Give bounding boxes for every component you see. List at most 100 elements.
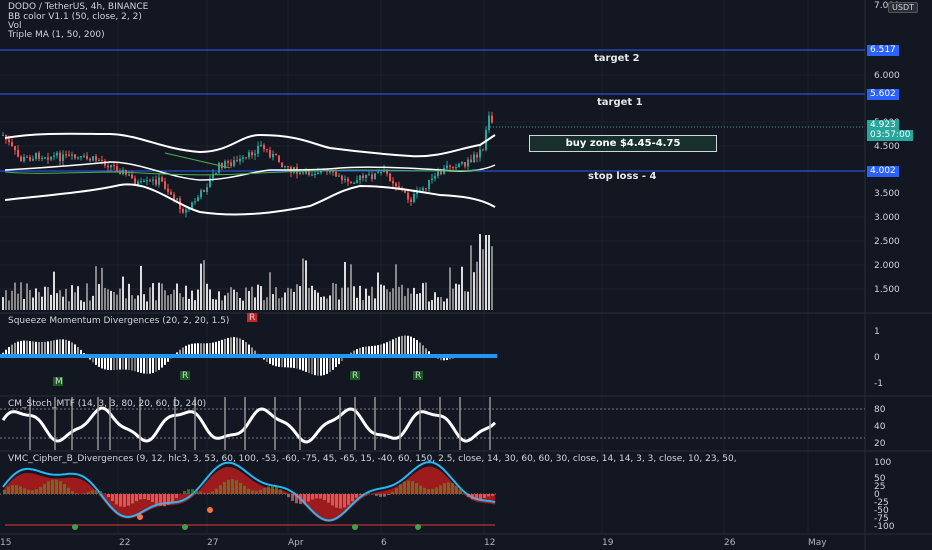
squeeze-bar[interactable] bbox=[275, 356, 277, 367]
candle-body[interactable] bbox=[191, 202, 193, 208]
candle-body[interactable] bbox=[128, 174, 130, 176]
vmc-histogram-bar[interactable] bbox=[123, 494, 126, 507]
vmc-histogram-bar[interactable] bbox=[67, 487, 70, 494]
squeeze-bar[interactable] bbox=[242, 339, 244, 356]
vmc-histogram-bar[interactable] bbox=[219, 485, 222, 494]
bb-basis[interactable] bbox=[4, 161, 496, 181]
squeeze-bar[interactable] bbox=[383, 343, 385, 356]
stoch-panel-title[interactable]: CM_Stoch_MTF (14, 3, 3, 80, 20, 60, D, 2… bbox=[8, 399, 207, 409]
vmc-histogram-bar[interactable] bbox=[463, 493, 466, 494]
squeeze-bar[interactable] bbox=[215, 341, 217, 356]
candle-body[interactable] bbox=[314, 173, 316, 175]
vmc-histogram-bar[interactable] bbox=[487, 494, 490, 497]
candle-body[interactable] bbox=[26, 156, 28, 158]
squeeze-bar[interactable] bbox=[29, 340, 31, 356]
vmc-histogram-bar[interactable] bbox=[7, 486, 10, 494]
vmc-histogram-bar[interactable] bbox=[331, 494, 334, 506]
squeeze-bar[interactable] bbox=[26, 340, 28, 356]
squeeze-bar[interactable] bbox=[221, 339, 223, 356]
candle-body[interactable] bbox=[455, 167, 457, 169]
candle-body[interactable] bbox=[353, 182, 355, 184]
vmc-histogram-bar[interactable] bbox=[31, 490, 34, 494]
squeeze-bar[interactable] bbox=[335, 356, 337, 368]
candle-body[interactable] bbox=[68, 154, 70, 156]
squeeze-bar[interactable] bbox=[74, 344, 76, 356]
vmc-histogram-bar[interactable] bbox=[43, 484, 46, 494]
squeeze-bar[interactable] bbox=[227, 337, 229, 356]
candle-body[interactable] bbox=[410, 199, 412, 202]
vmc-histogram-bar[interactable] bbox=[411, 481, 414, 494]
squeeze-bar[interactable] bbox=[140, 356, 142, 373]
vmc-histogram-bar[interactable] bbox=[319, 494, 322, 499]
candle-body[interactable] bbox=[365, 174, 367, 178]
squeeze-bar[interactable] bbox=[236, 337, 238, 356]
vmc-histogram-bar[interactable] bbox=[403, 481, 406, 494]
candle-body[interactable] bbox=[131, 174, 133, 179]
candle-body[interactable] bbox=[62, 154, 64, 161]
ma-50-line[interactable] bbox=[164, 152, 231, 169]
candle-body[interactable] bbox=[278, 155, 280, 163]
vmc-histogram-bar[interactable] bbox=[75, 493, 78, 494]
squeeze-bar[interactable] bbox=[65, 339, 67, 356]
vmc-histogram-bar[interactable] bbox=[111, 494, 114, 502]
squeeze-bar[interactable] bbox=[317, 356, 319, 376]
vmc-histogram-bar[interactable] bbox=[163, 494, 166, 507]
candle-body[interactable] bbox=[413, 193, 415, 202]
candle-body[interactable] bbox=[311, 174, 313, 176]
vmc-histogram-bar[interactable] bbox=[259, 489, 262, 494]
vmc-histogram-bar[interactable] bbox=[295, 494, 298, 504]
squeeze-bar[interactable] bbox=[356, 349, 358, 356]
candle-body[interactable] bbox=[431, 178, 433, 180]
candle-body[interactable] bbox=[335, 171, 337, 177]
candle-body[interactable] bbox=[236, 160, 238, 162]
squeeze-bar[interactable] bbox=[425, 348, 427, 356]
squeeze-bar[interactable] bbox=[113, 356, 115, 371]
candle-body[interactable] bbox=[302, 172, 304, 174]
candle-body[interactable] bbox=[434, 176, 436, 179]
vmc-histogram-bar[interactable] bbox=[335, 494, 338, 508]
candle-body[interactable] bbox=[158, 177, 160, 185]
vmc-dot[interactable] bbox=[207, 507, 213, 513]
vmc-histogram-bar[interactable] bbox=[151, 494, 154, 503]
vmc-histogram-bar[interactable] bbox=[223, 481, 226, 494]
squeeze-bar[interactable] bbox=[20, 340, 22, 356]
candle-body[interactable] bbox=[248, 152, 250, 158]
candle-body[interactable] bbox=[17, 150, 19, 157]
candle-body[interactable] bbox=[182, 208, 184, 213]
candle-body[interactable] bbox=[380, 172, 382, 174]
candle-body[interactable] bbox=[446, 165, 448, 169]
squeeze-bar[interactable] bbox=[299, 356, 301, 370]
candle-body[interactable] bbox=[266, 149, 268, 151]
candle-body[interactable] bbox=[242, 157, 244, 159]
candle-body[interactable] bbox=[101, 160, 103, 162]
squeeze-bar[interactable] bbox=[116, 356, 118, 370]
ma-indicator-legend[interactable]: Triple MA (1, 50, 200) bbox=[8, 30, 105, 40]
squeeze-bar[interactable] bbox=[32, 341, 34, 356]
vmc-histogram-bar[interactable] bbox=[119, 494, 122, 507]
candle-body[interactable] bbox=[479, 149, 481, 158]
squeeze-bar[interactable] bbox=[326, 356, 328, 374]
vmc-histogram-bar[interactable] bbox=[239, 482, 242, 494]
squeeze-bar[interactable] bbox=[17, 341, 19, 356]
squeeze-bar[interactable] bbox=[314, 356, 316, 376]
candle-body[interactable] bbox=[218, 162, 220, 173]
candle-body[interactable] bbox=[263, 144, 265, 150]
candle-body[interactable] bbox=[53, 155, 55, 157]
squeeze-bar[interactable] bbox=[341, 356, 343, 362]
vmc-histogram-bar[interactable] bbox=[227, 479, 230, 494]
squeeze-bar[interactable] bbox=[59, 339, 61, 356]
candle-body[interactable] bbox=[284, 166, 286, 168]
squeeze-bar[interactable] bbox=[323, 356, 325, 376]
candle-body[interactable] bbox=[227, 161, 229, 163]
vmc-histogram-bar[interactable] bbox=[447, 482, 450, 494]
squeeze-bar[interactable] bbox=[191, 343, 193, 356]
candle-body[interactable] bbox=[32, 158, 34, 161]
candle-body[interactable] bbox=[161, 177, 163, 182]
vmc-histogram-bar[interactable] bbox=[431, 488, 434, 494]
candle-body[interactable] bbox=[140, 181, 142, 183]
candle-body[interactable] bbox=[74, 154, 76, 159]
squeeze-bar[interactable] bbox=[194, 343, 196, 356]
vmc-histogram-bar[interactable] bbox=[87, 491, 90, 494]
candle-body[interactable] bbox=[146, 180, 148, 182]
vmc-histogram-bar[interactable] bbox=[351, 494, 354, 502]
